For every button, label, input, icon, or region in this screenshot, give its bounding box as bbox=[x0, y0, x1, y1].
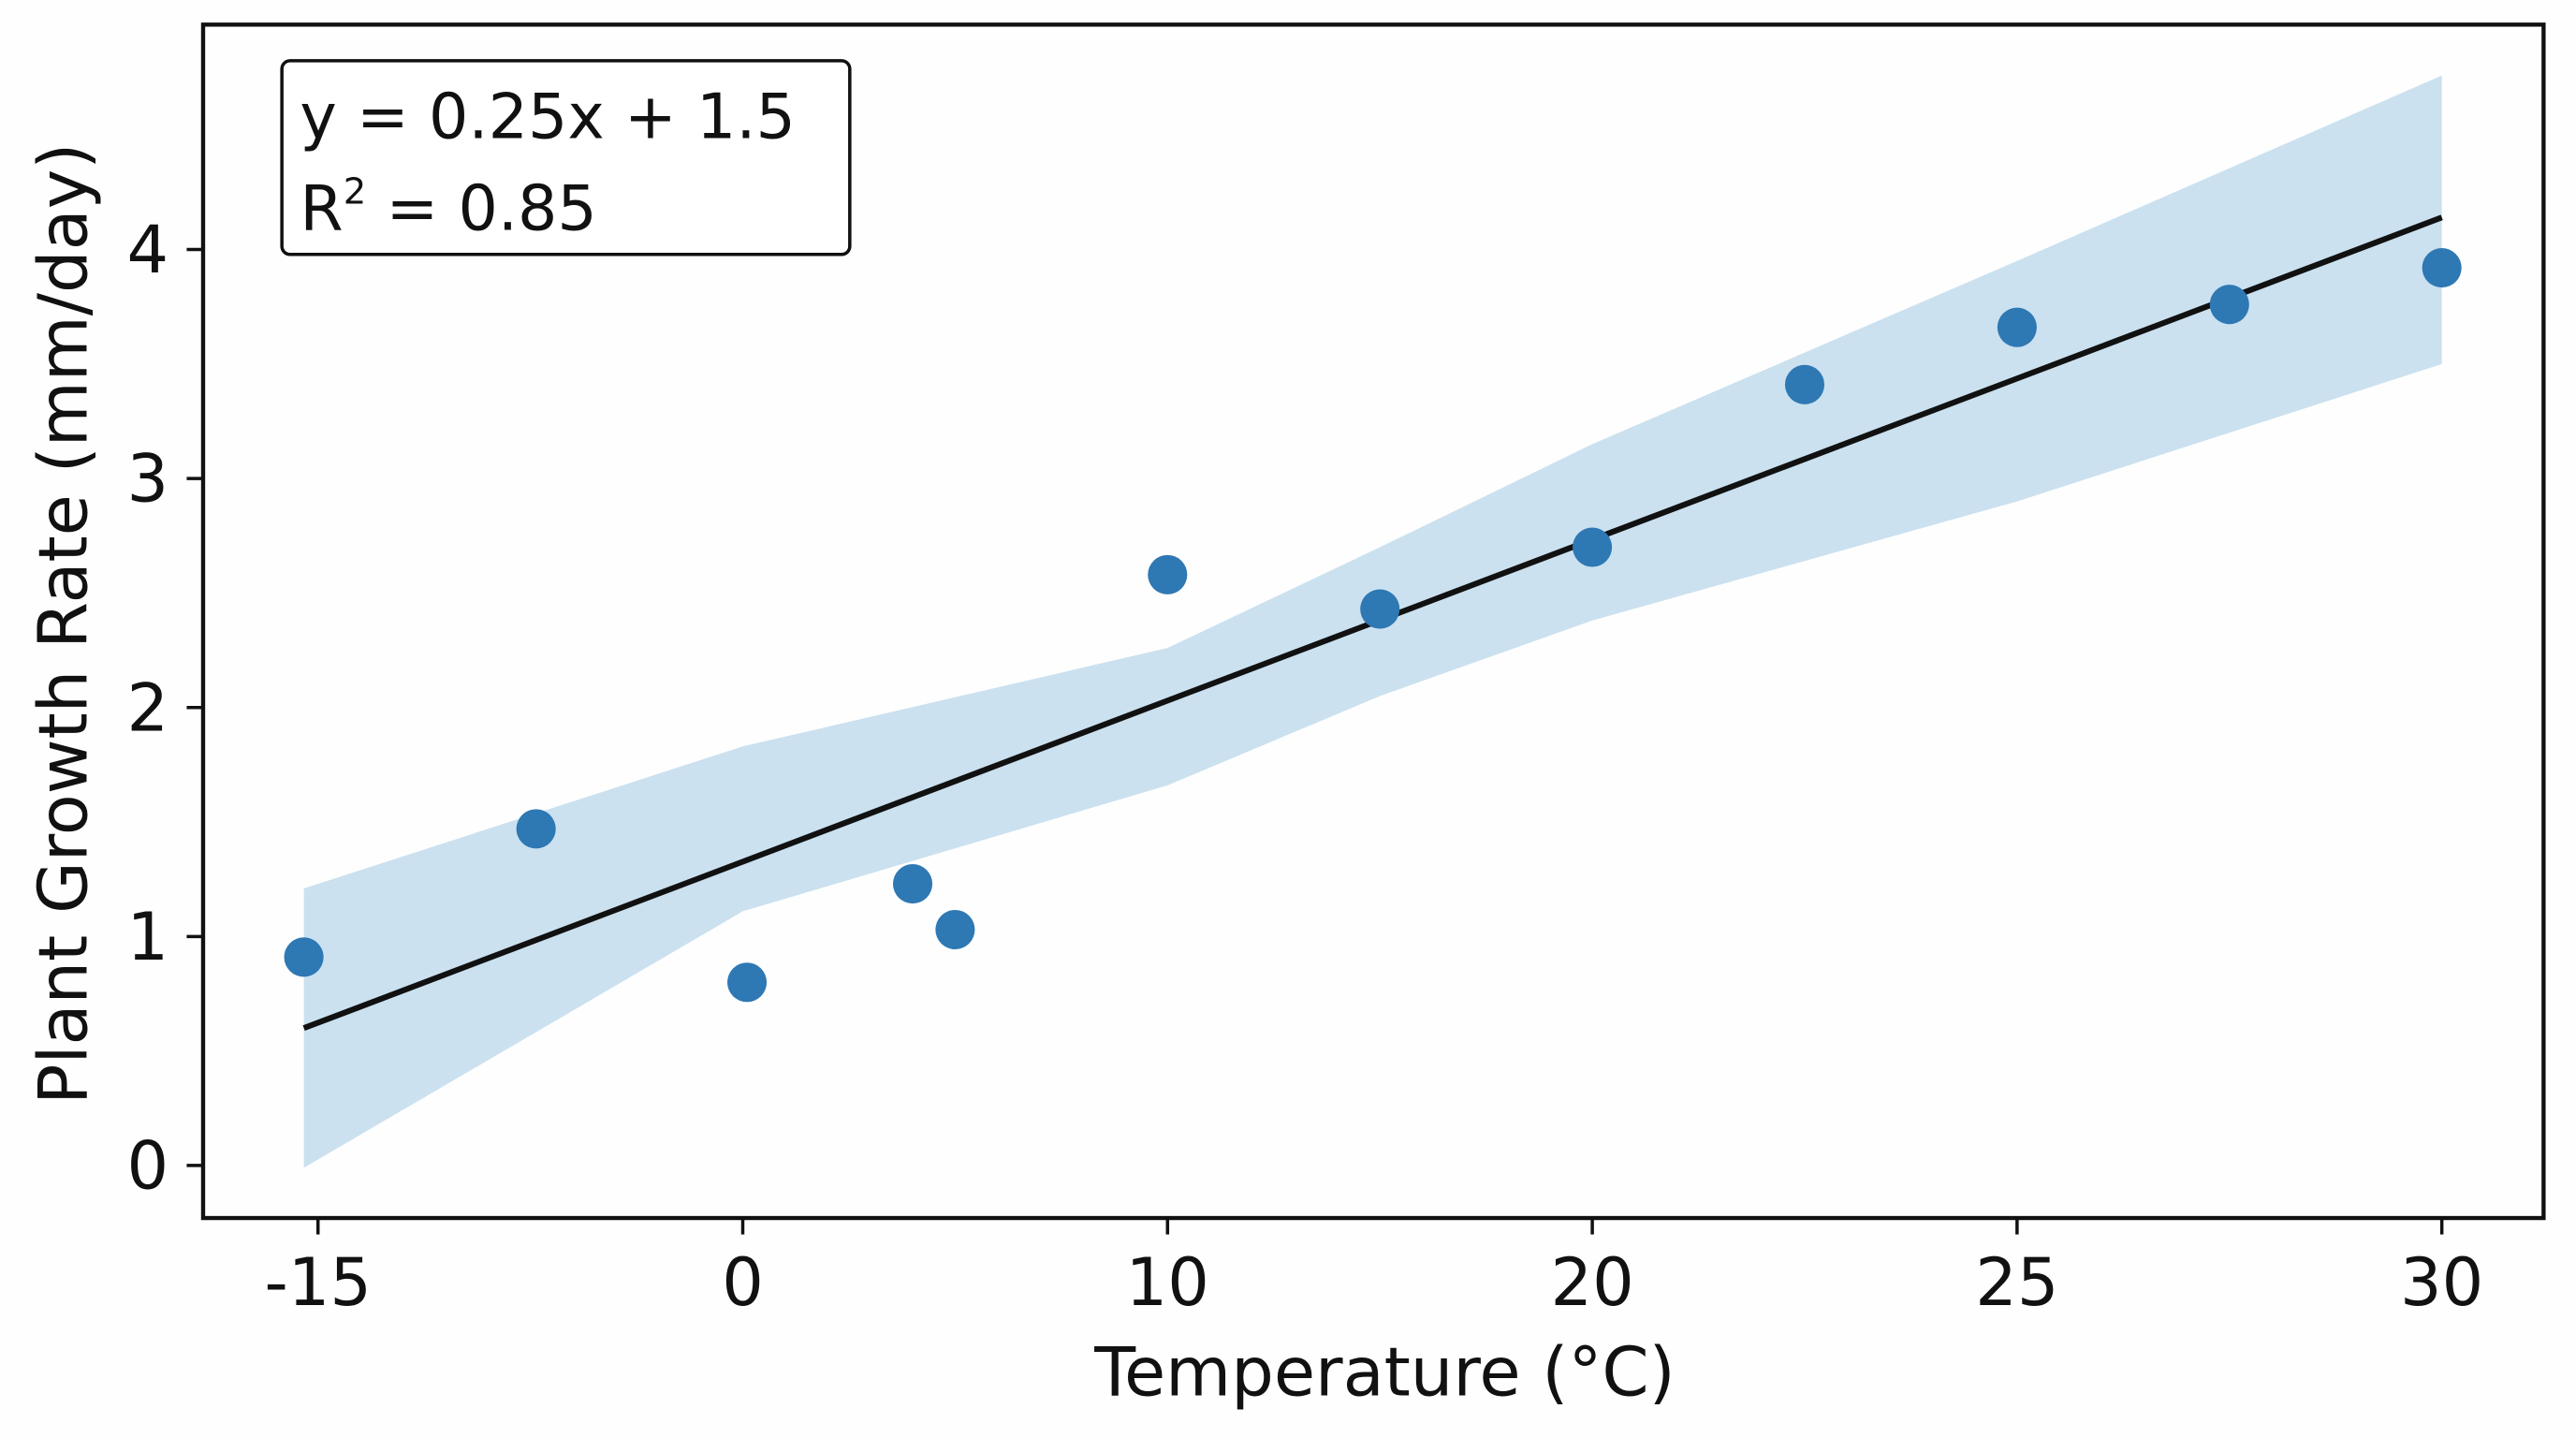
data-point bbox=[2422, 248, 2462, 288]
data-point bbox=[1360, 589, 1400, 629]
x-tick-label: 10 bbox=[1126, 1244, 1209, 1321]
y-tick-label: 0 bbox=[127, 1127, 169, 1204]
y-tick-label: 3 bbox=[127, 441, 169, 518]
x-tick-label: 0 bbox=[722, 1244, 764, 1321]
equation-text: y = 0.25x + 1.5 bbox=[300, 80, 796, 153]
x-axis-label: Temperature (°C) bbox=[1093, 1332, 1675, 1411]
x-tick-label: -15 bbox=[264, 1244, 372, 1321]
data-point bbox=[892, 864, 933, 904]
data-point bbox=[1148, 554, 1188, 594]
y-tick-label: 4 bbox=[127, 212, 169, 288]
data-point bbox=[935, 909, 975, 950]
x-tick-label: 20 bbox=[1550, 1244, 1633, 1321]
r-squared-text: R2 = 0.85 bbox=[300, 170, 596, 244]
y-tick-label: 2 bbox=[127, 669, 169, 746]
x-tick-label: 25 bbox=[1975, 1244, 2058, 1321]
plot-frame bbox=[200, 22, 2546, 1221]
data-point bbox=[1573, 527, 1613, 567]
y-axis-label: Plant Growth Rate (mm/day) bbox=[23, 143, 102, 1105]
data-point bbox=[284, 937, 324, 977]
data-point bbox=[516, 809, 556, 849]
x-tick-label: 30 bbox=[2400, 1244, 2483, 1321]
data-point bbox=[1784, 364, 1825, 404]
y-tick-label: 1 bbox=[127, 899, 169, 976]
data-point bbox=[727, 962, 768, 1003]
data-point bbox=[2209, 285, 2249, 325]
equation-box: y = 0.25x + 1.5 R2 = 0.85 bbox=[280, 59, 852, 257]
data-point bbox=[1997, 307, 2037, 347]
